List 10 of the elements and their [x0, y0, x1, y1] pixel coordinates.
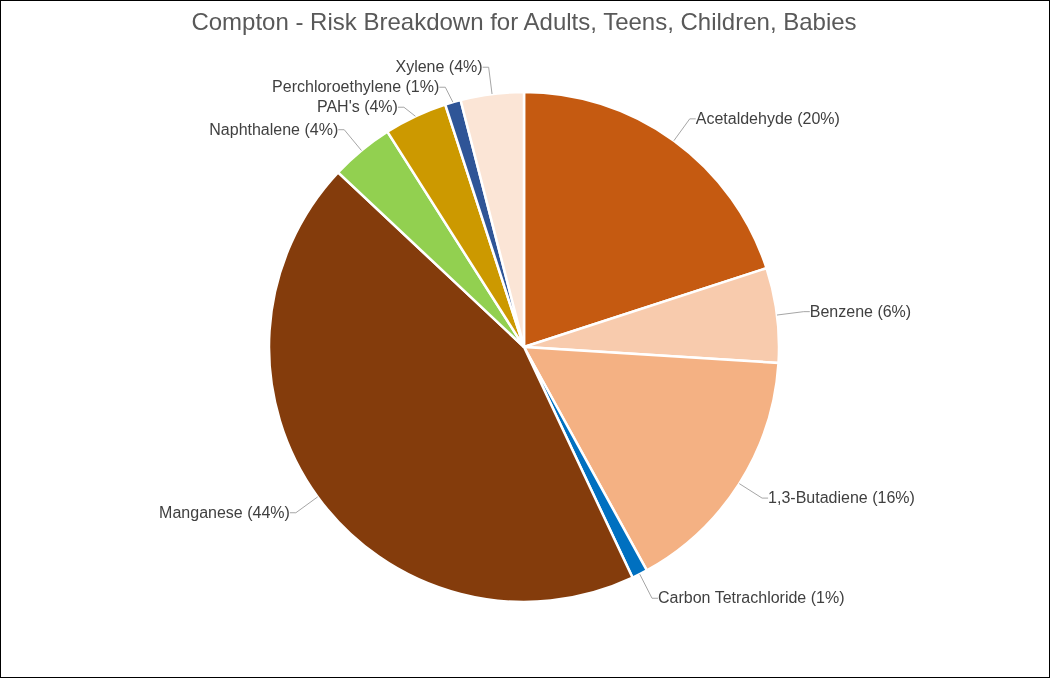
slice-label: Naphthalene (4%) — [209, 120, 339, 138]
slice-label: Perchloroethylene (1%) — [272, 78, 440, 96]
slice-label: Manganese (44%) — [159, 503, 290, 521]
slice-label: Carbon Tetrachloride (1%) — [658, 589, 845, 607]
chart-title: Compton - Risk Breakdown for Adults, Teens, Children, Babies — [191, 8, 857, 35]
slice-label: Xylene (4%) — [395, 58, 483, 76]
slice-label: PAH's (4%) — [316, 98, 398, 116]
slice-label: Benzene (6%) — [809, 302, 912, 320]
slice-label: 1,3-Butadiene (16%) — [768, 489, 915, 507]
slice-label: Acetaldehyde (20%) — [695, 109, 840, 127]
